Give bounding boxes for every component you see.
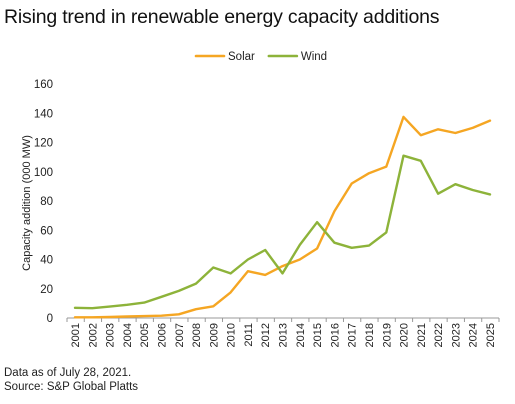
y-tick-label: 40 (40, 255, 53, 267)
x-tick-label: 2017 (347, 323, 359, 347)
x-tick-label: 2012 (260, 323, 272, 347)
x-tick-label: 2009 (208, 323, 220, 347)
x-tick-label: 2020 (399, 323, 411, 347)
y-tick-label: 0 (47, 313, 53, 325)
x-tick-label: 2015 (312, 323, 324, 347)
x-tick-label: 2010 (226, 323, 238, 347)
x-tick-label: 2025 (485, 323, 497, 347)
x-tick-label: 2023 (450, 323, 462, 347)
x-tick-label: 2001 (70, 323, 82, 347)
y-tick-label: 20 (40, 284, 53, 296)
legend-label-wind: Wind (301, 51, 327, 63)
y-tick-label: 160 (34, 79, 53, 91)
x-tick-label: 2008 (191, 323, 203, 347)
y-axis: 0 20 40 60 80 100 120 140 160 (34, 79, 53, 325)
footnote-date: Data as of July 28, 2021. (4, 367, 132, 379)
x-tick-label: 2005 (139, 323, 151, 347)
x-tick-label: 2024 (468, 323, 480, 347)
x-tick-label: 2022 (433, 323, 445, 347)
y-tick-label: 120 (34, 138, 53, 150)
x-tick-label: 2002 (87, 323, 99, 347)
chart-title: Rising trend in renewable energy capacit… (4, 6, 440, 28)
y-tick-label: 80 (40, 196, 53, 208)
y-tick-label: 100 (34, 167, 53, 179)
series-line-wind (73, 154, 492, 310)
x-tick-label: 2007 (174, 323, 186, 347)
x-axis: 2001 2002 2003 2004 2005 2006 2007 2008 2009 2010… (66, 317, 500, 347)
x-tick-label: 2018 (364, 323, 376, 347)
x-tick-label: 2006 (156, 323, 168, 347)
x-tick-label: 2016 (329, 323, 341, 347)
x-tick-label: 2011 (243, 323, 255, 347)
y-tick-label: 60 (40, 225, 53, 237)
legend-label-solar: Solar (228, 51, 255, 63)
x-tick-label: 2014 (295, 323, 307, 347)
footnote-source: Source: S&P Global Platts (4, 381, 139, 393)
series-lines (73, 115, 492, 319)
y-axis-label: Capacity addition (000 MW) (21, 135, 33, 271)
x-tick-label: 2013 (278, 323, 290, 347)
y-tick-label: 140 (34, 108, 53, 120)
x-tick-label: 2003 (105, 323, 117, 347)
x-tick-label: 2021 (416, 323, 428, 347)
legend: Solar Wind (194, 51, 327, 63)
x-tick-label: 2019 (381, 323, 393, 347)
series-line-solar (73, 115, 492, 319)
x-tick-label: 2004 (122, 323, 134, 347)
